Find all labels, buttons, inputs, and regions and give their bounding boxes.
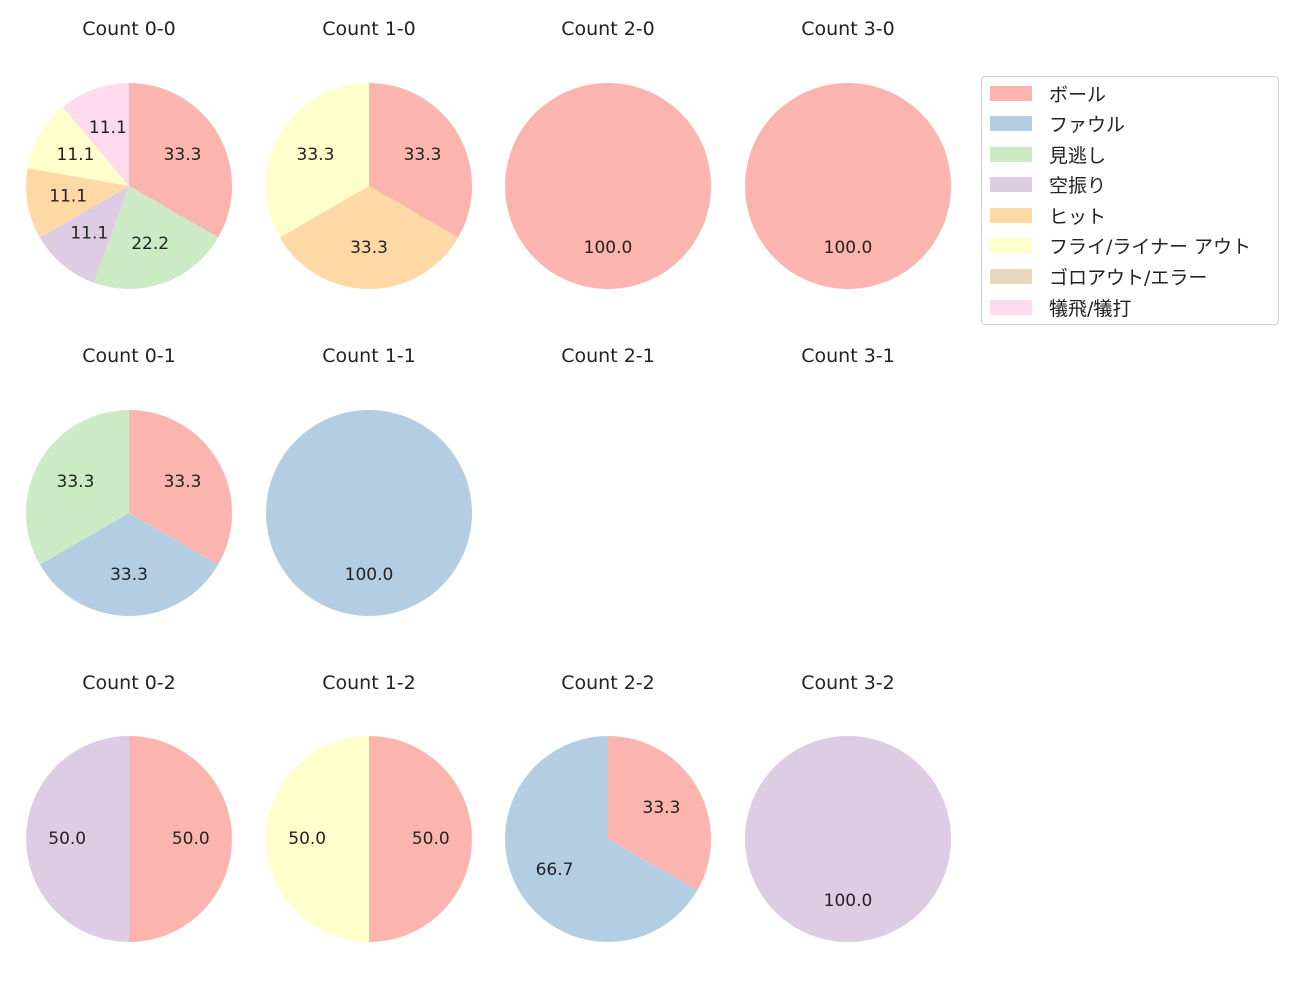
pie-slice [745,736,951,942]
pie-slice-label: 11.1 [57,145,95,165]
pie-slice [25,168,129,238]
legend-label: ファウル [1049,113,1126,136]
pie-slice-label: 50.0 [172,829,210,849]
pie-slice [266,410,472,616]
pie-title: Count 0-1 [82,345,176,367]
legend-label: 空振り [1049,174,1107,197]
pie-slice-label: 100.0 [584,238,633,258]
pie-slice [129,410,232,565]
pie-slice [266,83,369,238]
legend-item-hit: ヒット [990,201,1106,229]
pie-title: Count 2-1 [561,345,655,367]
legend-swatch [990,268,1032,284]
pie-title: Count 1-1 [322,345,416,367]
pie-slice [608,736,711,891]
legend-item-sacrifice: 犠飛/犠打 [990,293,1131,321]
legend-label: ゴロアウト/エラー [1049,266,1208,289]
legend-item-called-strike: 見逃し [990,140,1106,168]
pie-slice [27,107,130,186]
pie-slice [26,736,129,942]
pie-slice [279,186,459,289]
legend-label: ヒット [1049,205,1107,228]
pie-slice [129,83,232,238]
pie-slice [369,736,472,942]
pie-slice-label: 33.3 [404,145,442,165]
pie-slice [39,186,129,283]
legend-label: ボール [1049,83,1107,106]
pie-slice [62,83,129,186]
pie-slice-label: 50.0 [48,829,86,849]
pie-slice [129,736,232,942]
legend-item-swinging-strike: 空振り [990,170,1106,198]
pie-slice-label: 11.1 [89,118,127,138]
pie-slice-label: 33.3 [57,472,95,492]
pie-slice [93,186,219,290]
legend: ボール ファウル 見逃し 空振り ヒット フライ/ライナー アウト ゴロアウト/… [981,76,1279,325]
pie-slice [745,83,951,289]
legend-swatch [990,146,1032,162]
pie-slice-label: 33.3 [297,145,335,165]
legend-swatch [990,237,1032,253]
pie-slice-label: 33.3 [164,145,202,165]
pie-slice [504,736,698,942]
pie-slice-label: 100.0 [824,238,873,258]
pie-title: Count 3-0 [801,18,895,40]
legend-item-fly-liner-out: フライ/ライナー アウト [990,231,1251,259]
pie-slice [505,83,711,289]
legend-label: 犠飛/犠打 [1049,297,1132,320]
pie-slice-label: 11.1 [70,223,108,243]
pie-slice [39,513,219,616]
pie-title: Count 1-2 [322,672,416,694]
pie-title: Count 3-1 [801,345,895,367]
pie-slice-label: 66.7 [536,860,574,880]
pie-slice-label: 11.1 [49,187,87,207]
pie-slice-label: 33.3 [164,472,202,492]
pie-slice-label: 33.3 [643,798,681,818]
pie-title: Count 2-0 [561,18,655,40]
pie-slice-label: 50.0 [288,829,326,849]
pie-slice [26,410,129,565]
pie-slice-label: 100.0 [345,565,394,585]
pie-slice-label: 33.3 [110,565,148,585]
pie-slice-label: 22.2 [131,234,169,254]
pie-title: Count 2-2 [561,672,655,694]
pie-slice [266,736,369,942]
legend-item-ball: ボール [990,79,1106,107]
legend-label: フライ/ライナー アウト [1049,235,1252,258]
legend-item-foul: ファウル [990,109,1125,137]
pie-title: Count 0-0 [82,18,176,40]
pie-slice-label: 50.0 [412,829,450,849]
pie-slice [369,83,472,238]
legend-swatch [990,115,1032,131]
pie-slice-label: 33.3 [350,238,388,258]
legend-swatch [990,207,1032,223]
legend-label: 見逃し [1049,144,1107,167]
legend-swatch [990,85,1032,101]
pie-title: Count 1-0 [322,18,416,40]
legend-swatch [990,176,1032,192]
legend-swatch [990,299,1032,315]
legend-item-grounder-error: ゴロアウト/エラー [990,262,1207,290]
pie-title: Count 3-2 [801,672,895,694]
pie-slice-label: 100.0 [824,891,873,911]
pie-title: Count 0-2 [82,672,176,694]
